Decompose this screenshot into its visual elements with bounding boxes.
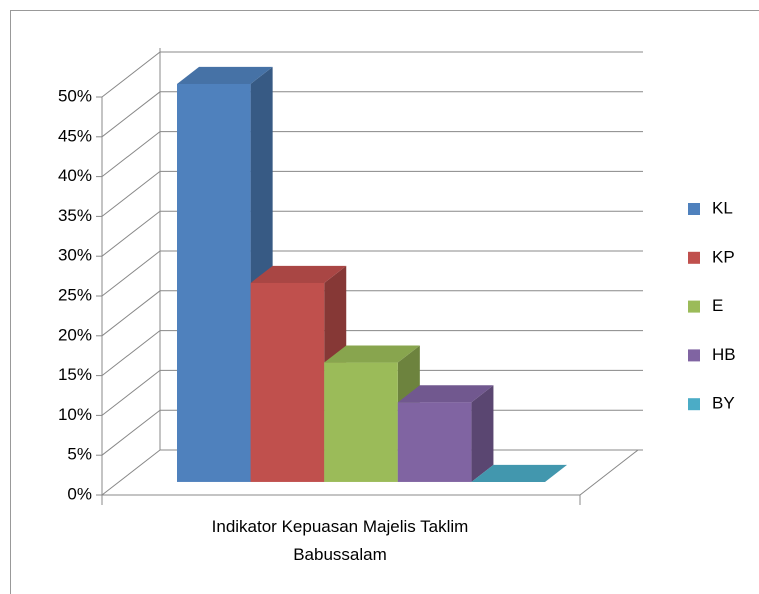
grid-line	[101, 131, 643, 177]
legend-label: KL	[712, 198, 733, 217]
y-tick-label: 45%	[58, 126, 92, 145]
y-tick-label: 10%	[58, 405, 92, 424]
legend-swatch	[688, 349, 700, 362]
grid-line	[101, 369, 643, 416]
bar	[397, 402, 472, 482]
grid-line	[101, 250, 643, 297]
legend-swatch	[688, 300, 700, 313]
legend-label: E	[712, 296, 723, 315]
chart-border	[10, 10, 759, 594]
y-tick-label: 20%	[58, 325, 92, 344]
y-tick-label: 30%	[58, 246, 92, 265]
y-tick-label: 0%	[67, 484, 92, 503]
bar-top	[250, 265, 347, 283]
y-tick-label: 15%	[58, 365, 92, 384]
y-tick-label: 35%	[58, 206, 92, 225]
x-category-label: Indikator Kepuasan Majelis Taklim Babuss…	[211, 517, 469, 564]
grid-line	[101, 51, 643, 98]
y-tick-label: 25%	[58, 285, 92, 304]
bar	[177, 83, 251, 482]
y-tick-label: 50%	[58, 86, 92, 105]
bar-top	[324, 345, 420, 363]
legend-swatch	[688, 398, 700, 411]
grid-line	[101, 210, 643, 257]
bar	[324, 362, 398, 482]
grid-line	[101, 91, 643, 138]
y-tick-label: 5%	[67, 445, 92, 464]
legend-label: KP	[712, 247, 735, 266]
bar-top	[177, 66, 273, 84]
legend-label: BY	[712, 394, 735, 413]
bar	[250, 282, 325, 482]
grid-line	[101, 170, 643, 217]
legend-swatch	[688, 203, 700, 215]
grid-line	[101, 330, 643, 376]
legend-label: HB	[712, 345, 736, 364]
bar-top	[471, 464, 568, 482]
grid-line	[101, 290, 643, 337]
bar-side	[471, 385, 494, 482]
legend-swatch	[688, 251, 700, 264]
bar-top	[397, 385, 494, 403]
y-tick-label: 40%	[58, 166, 92, 185]
